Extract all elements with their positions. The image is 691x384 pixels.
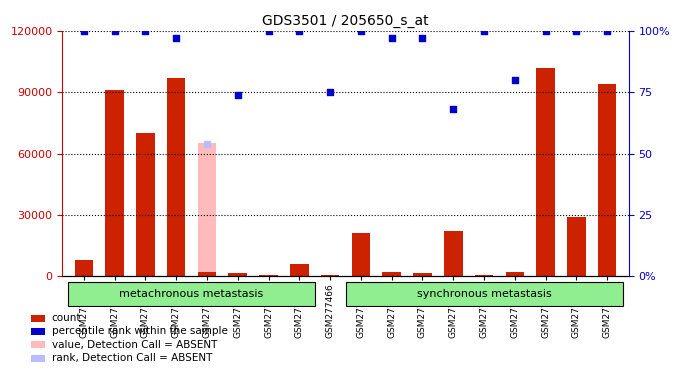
- Bar: [198, 272, 216, 276]
- Bar: [475, 275, 493, 276]
- Bar: [382, 272, 401, 276]
- Point: [109, 28, 120, 34]
- Bar: [229, 273, 247, 276]
- Point: [140, 28, 151, 34]
- Bar: [31, 328, 45, 335]
- Bar: [31, 341, 45, 348]
- Bar: [136, 133, 155, 276]
- Point: [417, 35, 428, 41]
- Point: [509, 77, 520, 83]
- Point: [294, 28, 305, 34]
- Text: metachronous metastasis: metachronous metastasis: [120, 289, 264, 299]
- Point: [263, 28, 274, 34]
- Bar: [198, 143, 216, 276]
- Bar: [346, 282, 623, 306]
- Point: [602, 28, 613, 34]
- Text: disease state: disease state: [0, 383, 1, 384]
- Text: value, Detection Call = ABSENT: value, Detection Call = ABSENT: [52, 339, 217, 350]
- Point: [571, 28, 582, 34]
- Point: [201, 141, 212, 147]
- Text: rank, Detection Call = ABSENT: rank, Detection Call = ABSENT: [52, 353, 212, 363]
- Bar: [31, 355, 45, 362]
- Text: percentile rank within the sample: percentile rank within the sample: [52, 326, 228, 336]
- Bar: [536, 68, 555, 276]
- Bar: [598, 84, 616, 276]
- Bar: [352, 233, 370, 276]
- Point: [355, 28, 366, 34]
- Bar: [290, 264, 309, 276]
- Point: [479, 28, 490, 34]
- Point: [232, 91, 243, 98]
- Bar: [68, 282, 314, 306]
- Bar: [506, 272, 524, 276]
- Bar: [444, 232, 462, 276]
- Point: [386, 35, 397, 41]
- Text: synchronous metastasis: synchronous metastasis: [417, 289, 551, 299]
- Bar: [167, 78, 185, 276]
- Bar: [75, 260, 93, 276]
- Title: GDS3501 / 205650_s_at: GDS3501 / 205650_s_at: [262, 14, 429, 28]
- Bar: [567, 217, 586, 276]
- Point: [325, 89, 336, 95]
- Text: count: count: [52, 313, 82, 323]
- Bar: [321, 275, 339, 276]
- Bar: [259, 275, 278, 276]
- Point: [540, 28, 551, 34]
- Bar: [31, 314, 45, 321]
- Point: [448, 106, 459, 113]
- Bar: [105, 90, 124, 276]
- Point: [78, 28, 89, 34]
- Point: [171, 35, 182, 41]
- Bar: [413, 273, 432, 276]
